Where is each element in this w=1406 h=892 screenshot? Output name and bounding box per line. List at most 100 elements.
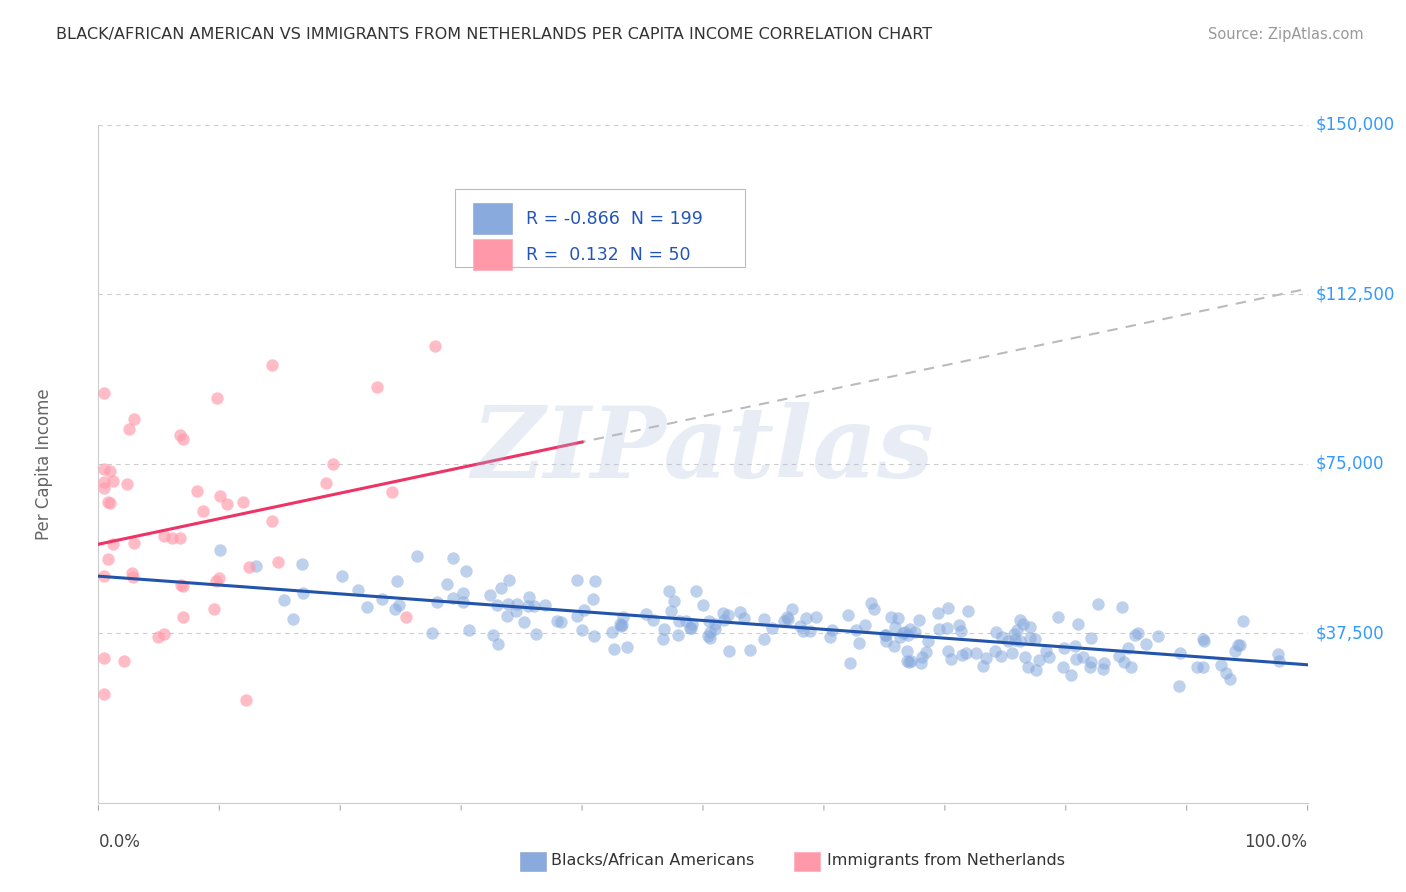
Point [704,623,727,637]
Point [681,617,703,632]
Point [425,594,447,608]
Point [1012,617,1035,632]
Point [699,614,721,628]
Point [93,386,115,401]
Point [845,623,868,637]
Point [898,622,921,636]
Point [395,610,418,624]
Point [486,637,509,651]
Point [636,607,658,621]
Point [1135,637,1157,651]
Point [875,628,897,642]
Point [208,542,231,557]
Point [93,650,115,665]
Point [891,626,914,640]
Point [1004,633,1026,648]
Text: Source: ZipAtlas.com: Source: ZipAtlas.com [1208,27,1364,42]
Point [1080,632,1102,646]
Point [1087,597,1109,611]
Point [456,564,478,578]
Point [610,618,633,632]
Point [897,655,920,669]
Point [1108,649,1130,664]
Text: R =  0.132  N = 50: R = 0.132 N = 50 [526,246,690,264]
Point [153,529,176,543]
Point [1019,631,1042,645]
Point [733,611,755,625]
Point [1185,660,1208,674]
Point [292,586,315,600]
Point [232,495,254,509]
Point [703,616,725,631]
Point [738,643,761,657]
Point [984,624,1007,639]
Point [897,627,920,641]
Point [516,599,538,613]
Point [1014,650,1036,665]
Point [839,656,862,670]
Point [582,591,605,606]
Point [1001,646,1024,660]
FancyBboxPatch shape [456,189,745,268]
Point [1008,613,1031,627]
Point [262,514,284,528]
Point [366,380,388,394]
Point [191,504,214,518]
Point [479,588,502,602]
Point [162,531,184,545]
Point [273,593,295,607]
Point [101,537,124,551]
Point [910,656,932,670]
Point [904,624,927,639]
Point [281,612,304,626]
Point [1223,643,1246,657]
Text: $112,500: $112,500 [1316,285,1395,303]
Point [1121,660,1143,674]
Point [1116,640,1139,655]
Point [713,613,735,627]
Point [752,632,775,647]
Point [486,598,509,612]
Point [612,609,634,624]
Text: Immigrants from Netherlands: Immigrants from Netherlands [827,854,1064,868]
Point [124,412,146,426]
Point [917,633,939,648]
Point [322,457,344,471]
Point [668,614,690,628]
Point [799,624,821,638]
Point [848,636,870,650]
Point [370,591,392,606]
Point [169,578,191,592]
Point [658,583,681,598]
Point [1092,656,1115,670]
Point [441,550,464,565]
Point [1111,600,1133,615]
Point [1024,632,1046,646]
Point [172,609,194,624]
Point [927,607,949,621]
Point [1067,616,1090,631]
Point [821,623,844,637]
Point [118,421,141,435]
Point [1219,672,1241,686]
Point [782,602,804,616]
Point [1112,656,1135,670]
Point [679,621,702,635]
Point [267,555,290,569]
Point [93,462,115,476]
Point [659,604,682,618]
Point [699,631,721,645]
Point [330,569,353,583]
Point [837,607,859,622]
Point [955,646,977,660]
Point [215,497,238,511]
Text: 0.0%: 0.0% [98,833,141,851]
Point [776,610,799,624]
Point [997,634,1019,648]
Point [1002,627,1025,641]
Point [148,630,170,644]
Point [496,609,519,624]
Bar [474,203,512,235]
Point [853,618,876,632]
Point [571,623,593,637]
